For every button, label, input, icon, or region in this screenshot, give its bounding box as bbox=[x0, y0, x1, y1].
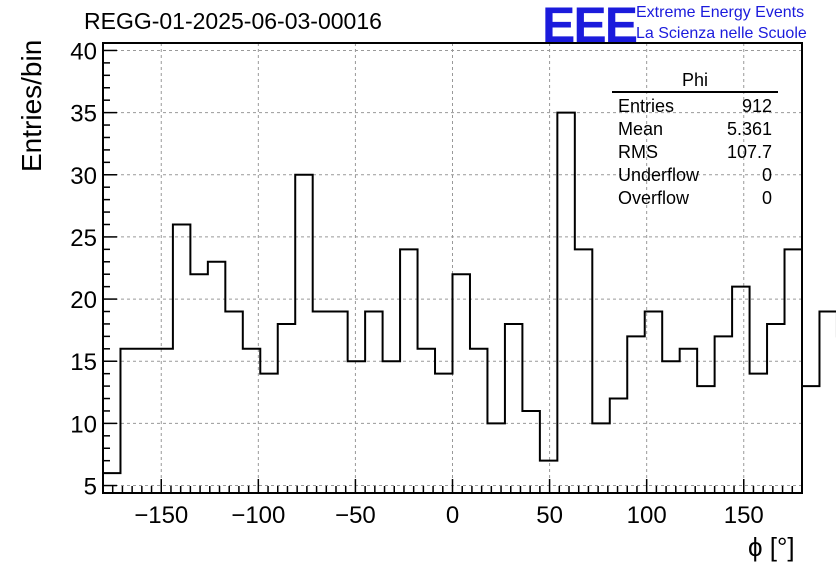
histogram-bin bbox=[610, 399, 627, 493]
histogram-bin bbox=[190, 274, 207, 493]
stats-value: 107.7 bbox=[726, 142, 772, 162]
histogram-bin bbox=[155, 349, 172, 493]
histogram-bin bbox=[732, 287, 749, 493]
logo-line1: Extreme Energy Events bbox=[636, 4, 805, 21]
y-tick-label: 40 bbox=[70, 38, 97, 65]
histogram-bin bbox=[575, 249, 592, 493]
stats-title: Phi bbox=[612, 70, 778, 93]
stats-box: Phi Entries 912 Mean 5.361 RMS 107.7 Und… bbox=[612, 70, 778, 210]
histogram-bin bbox=[120, 349, 137, 493]
histogram-bin bbox=[295, 175, 312, 493]
stats-row-underflow: Underflow 0 bbox=[612, 164, 778, 187]
histogram-bin bbox=[208, 262, 225, 493]
histogram-bin bbox=[557, 113, 574, 493]
eee-logo: EEE bbox=[542, 0, 638, 53]
x-tick-label: −150 bbox=[134, 502, 188, 529]
histogram-bin bbox=[802, 386, 819, 493]
stats-label: Underflow bbox=[618, 165, 700, 185]
histogram-bin bbox=[313, 312, 330, 493]
stats-value: 5.361 bbox=[726, 119, 772, 139]
histogram-bin bbox=[260, 374, 277, 493]
histogram-bin bbox=[627, 336, 644, 493]
stats-label: Overflow bbox=[618, 188, 690, 208]
x-tick-label: 0 bbox=[446, 502, 459, 529]
y-tick-label: 15 bbox=[70, 349, 97, 376]
x-tick-label: −50 bbox=[335, 502, 376, 529]
stats-row-rms: RMS 107.7 bbox=[612, 141, 778, 164]
histogram-bin bbox=[330, 312, 347, 493]
histogram-bin bbox=[225, 312, 242, 493]
y-tick-label: 10 bbox=[70, 411, 97, 438]
histogram-bin bbox=[103, 473, 120, 493]
stats-row-overflow: Overflow 0 bbox=[612, 187, 778, 210]
histogram-bin bbox=[138, 349, 155, 493]
logo-line2: La Scienza nelle Scuole bbox=[636, 25, 807, 42]
stats-row-entries: Entries 912 bbox=[612, 95, 778, 118]
histogram-bin bbox=[435, 374, 452, 493]
stats-row-mean: Mean 5.361 bbox=[612, 118, 778, 141]
histogram-bin bbox=[173, 224, 190, 493]
stats-label: RMS bbox=[618, 142, 658, 162]
histogram-bin bbox=[540, 461, 557, 493]
x-tick-label: 150 bbox=[724, 502, 764, 529]
y-axis-label: Entries/bin bbox=[16, 39, 47, 172]
histogram-bin bbox=[418, 349, 435, 493]
histogram-bin bbox=[767, 324, 784, 493]
histogram-bin bbox=[348, 361, 365, 493]
stats-label: Entries bbox=[618, 96, 675, 116]
stats-label: Mean bbox=[618, 119, 664, 139]
histogram-bin bbox=[453, 274, 470, 493]
histogram-bin bbox=[680, 349, 697, 493]
y-tick-label: 35 bbox=[70, 101, 97, 128]
histogram-bin bbox=[750, 374, 767, 493]
histogram-bin bbox=[697, 386, 714, 493]
y-tick-label: 5 bbox=[84, 474, 97, 501]
y-tick-label: 30 bbox=[70, 163, 97, 190]
x-tick-label: −100 bbox=[231, 502, 285, 529]
histogram-bin bbox=[487, 423, 504, 493]
histogram-bin bbox=[715, 336, 732, 493]
histogram-bin bbox=[662, 361, 679, 493]
y-tick-label: 25 bbox=[70, 225, 97, 252]
y-tick-label: 20 bbox=[70, 287, 97, 314]
histogram-bin bbox=[383, 361, 400, 493]
histogram-bin bbox=[645, 312, 662, 493]
histogram-bin bbox=[505, 324, 522, 493]
histogram-bin bbox=[365, 312, 382, 493]
histogram-bin bbox=[243, 349, 260, 493]
histogram-outline bbox=[102, 111, 836, 493]
stats-value: 0 bbox=[761, 165, 772, 185]
histogram-bin bbox=[592, 423, 609, 493]
x-axis-label: ϕ [°] bbox=[748, 532, 795, 562]
chart-title: REGG-01-2025-06-03-00016 bbox=[84, 8, 382, 34]
histogram-bin bbox=[278, 324, 295, 493]
histogram-bin bbox=[785, 249, 802, 493]
histogram-bin bbox=[819, 312, 836, 493]
stats-value: 912 bbox=[741, 96, 772, 116]
stats-value: 0 bbox=[761, 188, 772, 208]
x-tick-label: 50 bbox=[536, 502, 563, 529]
x-tick-label: 100 bbox=[627, 502, 667, 529]
histogram-bin bbox=[470, 349, 487, 493]
histogram-bin bbox=[400, 249, 417, 493]
